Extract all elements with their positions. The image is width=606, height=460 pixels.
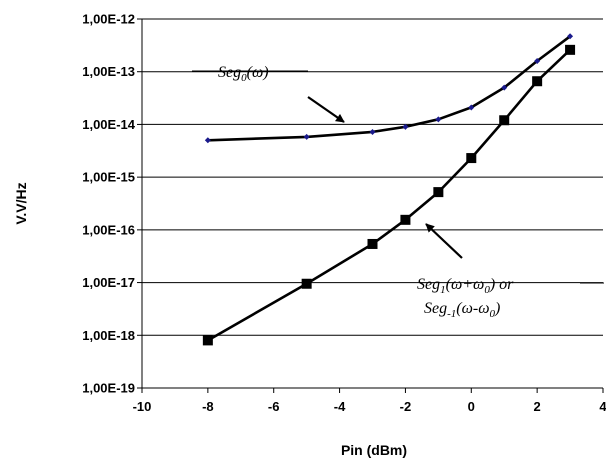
y-tick-label: 1,00E-18 — [82, 328, 135, 343]
x-tick-label: 0 — [468, 399, 475, 414]
data-point — [534, 57, 541, 64]
data-point — [565, 44, 576, 55]
y-tick-label: 1,00E-15 — [82, 170, 135, 185]
data-point — [301, 278, 312, 289]
data-point — [400, 214, 411, 225]
y-tick-label: 1,00E-13 — [82, 64, 135, 79]
seg1-label-line2: Seg-1(ω-ω0) — [424, 300, 500, 320]
axes: 1,00E-19 1,00E-18 1,00E-17 1,00E-16 1,00E-15… — [13, 12, 606, 459]
x-axis-title: Pin (dBm) — [341, 442, 407, 458]
data-point — [367, 238, 378, 249]
data-point — [369, 128, 376, 135]
data-point — [402, 123, 409, 130]
y-axis-title: V.V/Hz — [13, 182, 29, 224]
data-point — [567, 33, 574, 40]
series-layer — [202, 33, 576, 346]
data-point — [466, 153, 477, 164]
x-tick-label: -4 — [334, 399, 346, 414]
x-tick-label: -8 — [202, 399, 214, 414]
data-point — [433, 187, 444, 198]
x-tick-label: 2 — [534, 399, 541, 414]
y-tick-label: 1,00E-17 — [82, 275, 135, 290]
seg1-label-line1: Seg1(ω+ω0) or — [417, 276, 514, 296]
y-tick-label: 1,00E-12 — [82, 12, 135, 27]
series-0 — [204, 33, 574, 144]
data-point — [435, 116, 442, 123]
data-point — [468, 104, 475, 111]
data-point — [303, 133, 310, 140]
series-line — [207, 48, 571, 342]
x-tick-label: 4 — [599, 399, 606, 414]
gridlines — [142, 18, 603, 336]
data-point — [202, 335, 213, 346]
y-tick-label: 1,00E-14 — [82, 117, 136, 132]
x-tick-label: -2 — [400, 399, 412, 414]
data-point — [532, 76, 543, 87]
data-point — [501, 84, 508, 91]
seg0-label: Seg0(ω) — [218, 64, 269, 84]
y-tick-label: 1,00E-16 — [82, 222, 135, 237]
data-point — [204, 137, 211, 144]
seg1-arrow — [425, 223, 463, 259]
x-tick-label: -10 — [133, 399, 152, 414]
annotations: Seg0(ω) Seg1(ω+ω0) or Seg-1(ω-ω0) — [192, 64, 604, 320]
x-tick-label: -6 — [268, 399, 280, 414]
series-1 — [202, 44, 576, 346]
y-tick-label: 1,00E-19 — [82, 381, 135, 396]
seg0-arrow — [307, 96, 345, 123]
data-point — [499, 115, 510, 126]
